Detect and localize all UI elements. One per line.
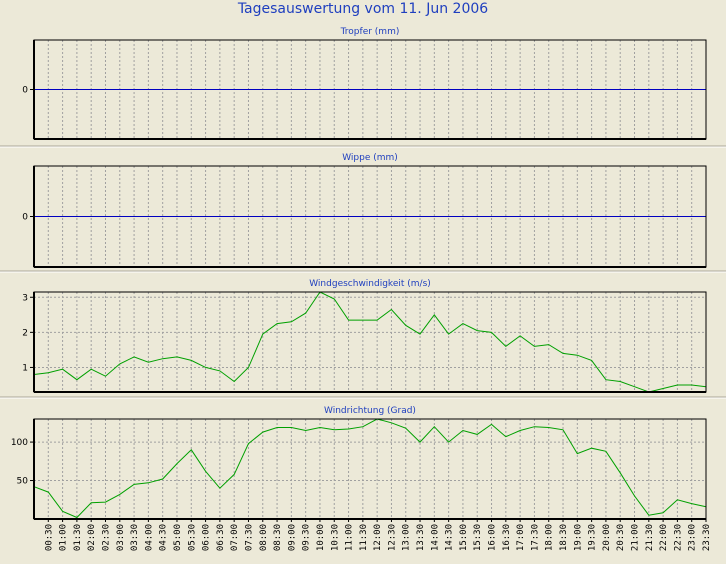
chart-title: Wippe (mm) <box>342 153 398 163</box>
x-tick-label: 01:30 <box>73 524 83 551</box>
x-tick-label: 03:00 <box>116 524 126 551</box>
chart-panel-1: Tropfer (mm) 0 <box>22 27 707 140</box>
x-tick-label: 10:30 <box>330 524 340 551</box>
x-tick-label: 02:00 <box>87 524 97 551</box>
y-tick-label: 0 <box>22 213 28 223</box>
x-tick-label: 16:30 <box>502 524 512 551</box>
x-tick-label: 11:00 <box>345 524 355 551</box>
page-title: Tagesauswertung vom 11. Jun 2006 <box>237 1 489 17</box>
plot-frame <box>33 418 707 520</box>
x-tick-label: 11:30 <box>359 524 369 551</box>
plot-frame <box>33 291 707 393</box>
x-tick-label: 01:00 <box>59 524 69 551</box>
y-tick-label: 100 <box>11 438 28 448</box>
x-tick-label: 12:30 <box>387 524 397 551</box>
x-tick-label: 13:30 <box>416 524 426 551</box>
x-tick-label: 04:30 <box>159 524 169 551</box>
x-tick-label: 09:30 <box>302 524 312 551</box>
x-tick-label: 12:00 <box>373 524 383 551</box>
y-tick-label: 50 <box>17 477 29 487</box>
x-tick-label: 17:30 <box>530 524 540 551</box>
series-line <box>33 291 707 393</box>
x-tick-label: 20:00 <box>602 524 612 551</box>
x-tick-label: 05:00 <box>173 524 183 551</box>
x-tick-label: 15:30 <box>473 524 483 551</box>
x-tick-label: 06:30 <box>216 524 226 551</box>
x-tick-label: 02:30 <box>102 524 112 551</box>
x-tick-label: 23:30 <box>702 524 712 551</box>
x-tick-label: 21:00 <box>631 524 641 551</box>
x-tick-label: 04:00 <box>144 524 154 551</box>
x-tick-label: 17:00 <box>516 524 526 551</box>
y-tick-label: 1 <box>22 363 28 373</box>
x-tick-label: 14:00 <box>430 524 440 551</box>
x-tick-label: 18:00 <box>545 524 555 551</box>
x-tick-label: 10:00 <box>316 524 326 551</box>
x-tick-label: 19:30 <box>588 524 598 551</box>
chart-title: Tropfer (mm) <box>340 27 400 37</box>
x-tick-label: 00:30 <box>44 524 54 551</box>
y-tick-label: 2 <box>22 328 28 338</box>
x-tick-label: 08:30 <box>273 524 283 551</box>
x-tick-label: 15:00 <box>459 524 469 551</box>
x-tick-label: 20:30 <box>616 524 626 551</box>
x-tick-label: 14:30 <box>445 524 455 551</box>
x-tick-label: 06:00 <box>202 524 212 551</box>
x-tick-label: 21:30 <box>645 524 655 551</box>
chart-title: Windrichtung (Grad) <box>324 406 416 416</box>
x-tick-label: 09:00 <box>287 524 297 551</box>
chart-panel-3: Windgeschwindigkeit (m/s) 1 2 3 <box>0 270 726 393</box>
x-tick-label: 08:00 <box>259 524 269 551</box>
series-line <box>33 418 707 519</box>
x-tick-label: 19:00 <box>573 524 583 551</box>
y-tick-label: 3 <box>22 293 28 303</box>
x-tick-label: 22:00 <box>659 524 669 551</box>
chart-title: Windgeschwindigkeit (m/s) <box>309 279 431 289</box>
x-tick-label: 05:30 <box>187 524 197 551</box>
x-tick-label: 07:00 <box>230 524 240 551</box>
x-tick-label: 23:00 <box>688 524 698 551</box>
x-tick-label: 22:30 <box>673 524 683 551</box>
y-tick-label: 0 <box>22 86 28 96</box>
x-tick-label: 13:00 <box>402 524 412 551</box>
chart-panel-2: Wippe (mm) 0 <box>0 145 726 268</box>
x-tick-label: 03:30 <box>130 524 140 551</box>
x-axis-labels: 00:30 01:00 01:30 02:00 02:30 03:00 03:30 04:00… <box>44 519 712 551</box>
x-tick-label: 16:00 <box>488 524 498 551</box>
x-tick-label: 07:30 <box>245 524 255 551</box>
chart-panel-4: Windrichtung (Grad) 50 100 <box>0 396 726 520</box>
x-tick-label: 18:30 <box>559 524 569 551</box>
